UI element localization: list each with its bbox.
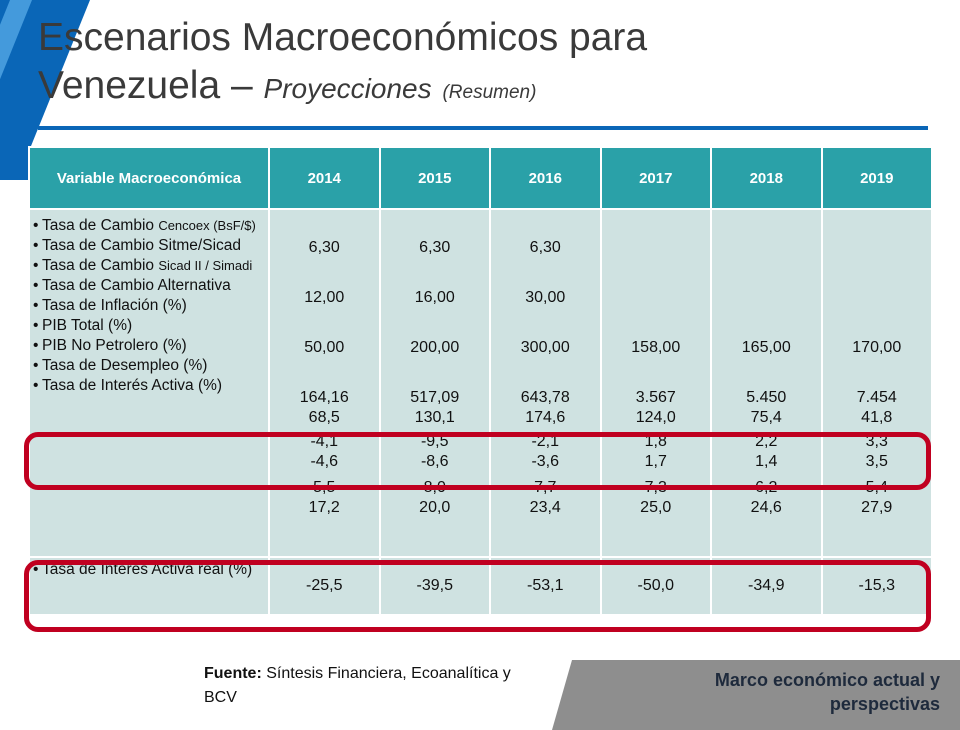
table-cell: 200,00 — [410, 339, 460, 356]
table-cell: 3,3 — [865, 433, 888, 450]
table-cell: 24,6 — [750, 499, 782, 516]
list-item: PIB Total (%) — [33, 316, 264, 336]
variable-list-cell: Tasa de Cambio Cencoex (BsF/$) Tasa de C… — [28, 208, 270, 558]
table-cell: -9,5 — [420, 433, 449, 450]
year-column-2017: 158,00 3.567 124,0 1,8 1,7 7,3 25,0 — [599, 208, 712, 558]
title-rule — [38, 126, 928, 130]
year-column-2014: 6,30 12,00 50,00 164,16 68,5 -4,1 -4,6 5… — [268, 208, 381, 558]
header-variable: Variable Macroeconómica — [28, 146, 270, 210]
header-year: 2018 — [710, 146, 823, 210]
corner-decoration-base — [0, 140, 28, 180]
table-cell: 23,4 — [529, 499, 561, 516]
table-cell: 1,4 — [755, 453, 778, 470]
list-item: Tasa de Inflación (%) — [33, 296, 264, 316]
table-cell: 1,7 — [644, 453, 667, 470]
table-cell: 3.567 — [635, 389, 676, 406]
table-row-real-rate: Tasa de Interés Activa real (%) -25,5 -3… — [28, 556, 933, 616]
table-cell: 6,30 — [308, 239, 340, 256]
table-row-main: Tasa de Cambio Cencoex (BsF/$) Tasa de C… — [28, 208, 933, 558]
source-note: Fuente: Síntesis Financiera, Ecoanalític… — [204, 662, 524, 710]
footer-text: Marco económico actual y perspectivas — [714, 670, 940, 714]
table-cell: 17,2 — [308, 499, 340, 516]
table-cell: 6,30 — [419, 239, 451, 256]
table-cell: 20,0 — [419, 499, 451, 516]
table-cell: 30,00 — [525, 289, 566, 306]
list-item: Tasa de Cambio Cencoex (BsF/$) — [33, 216, 264, 236]
title-line-2-italic: Proyecciones — [263, 73, 432, 104]
year-column-2016: 6,30 30,00 300,00 643,78 174,6 -2,1 -3,6… — [489, 208, 602, 558]
title-line-2-small: (Resumen) — [442, 82, 537, 103]
table-cell: 124,0 — [635, 409, 676, 426]
table-cell: -3,6 — [531, 453, 560, 470]
table-cell: -4,6 — [310, 453, 339, 470]
table-cell: 2,2 — [755, 433, 778, 450]
table-cell: 517,09 — [410, 389, 460, 406]
table-cell: 3,5 — [865, 453, 888, 470]
table-cell: 130,1 — [414, 409, 455, 426]
projections-table: Variable Macroeconómica 2014 2015 2016 2… — [28, 146, 933, 616]
table-cell: 50,00 — [304, 339, 345, 356]
table-cell: 27,9 — [861, 499, 893, 516]
header-year: 2019 — [820, 146, 933, 210]
table-cell: 170,00 — [852, 339, 902, 356]
slide-title: Escenarios Macroeconómicos para Venezuel… — [38, 14, 938, 117]
table-cell: -8,6 — [420, 453, 449, 470]
table-cell: -34,9 — [710, 556, 823, 616]
table-cell: 68,5 — [308, 409, 340, 426]
title-line-2: Venezuela – Proyecciones (Resumen) — [38, 62, 938, 117]
table-cell: 12,00 — [304, 289, 345, 306]
table-cell: 1,8 — [644, 433, 667, 450]
table-cell: 158,00 — [631, 339, 681, 356]
list-item: Tasa de Cambio Alternativa — [33, 276, 264, 296]
header-year: 2015 — [378, 146, 491, 210]
list-item: Tasa de Interés Activa (%) — [33, 376, 264, 396]
source-text: Síntesis Financiera, Ecoanalítica y BCV — [204, 665, 511, 706]
table-cell: -50,0 — [599, 556, 712, 616]
title-line-1: Escenarios Macroeconómicos para — [38, 16, 648, 59]
footer-banner — [552, 660, 960, 730]
list-item: Tasa de Desempleo (%) — [33, 356, 264, 376]
title-line-2-main: Venezuela – — [38, 64, 264, 107]
table-cell: -4,1 — [310, 433, 339, 450]
source-label: Fuente: — [204, 665, 262, 682]
table-cell: 75,4 — [750, 409, 782, 426]
header-year: 2016 — [489, 146, 602, 210]
table-cell: -53,1 — [489, 556, 602, 616]
variable-real-rate-cell: Tasa de Interés Activa real (%) — [28, 556, 270, 616]
table-cell: 174,6 — [525, 409, 566, 426]
table-header-row: Variable Macroeconómica 2014 2015 2016 2… — [28, 146, 933, 210]
list-item: PIB No Petrolero (%) — [33, 336, 264, 356]
real-rate-highlight-box — [24, 560, 931, 632]
table-cell: -39,5 — [378, 556, 491, 616]
table-cell: 643,78 — [520, 389, 570, 406]
table-cell: 25,0 — [640, 499, 672, 516]
table-cell: 7.454 — [856, 389, 897, 406]
table-cell: 6,30 — [529, 239, 561, 256]
list-item: Tasa de Cambio Sicad II / Simadi — [33, 256, 264, 276]
list-item: Tasa de Cambio Sitme/Sicad — [33, 236, 264, 256]
table-cell: -15,3 — [820, 556, 933, 616]
header-year: 2014 — [268, 146, 381, 210]
table-cell: 41,8 — [861, 409, 893, 426]
year-column-2015: 6,30 16,00 200,00 517,09 130,1 -9,5 -8,6… — [378, 208, 491, 558]
table-cell: 165,00 — [741, 339, 791, 356]
table-cell: -2,1 — [531, 433, 560, 450]
variable-list: Tasa de Cambio Cencoex (BsF/$) Tasa de C… — [30, 210, 268, 396]
year-column-2018: 165,00 5.450 75,4 2,2 1,4 6,2 24,6 — [710, 208, 823, 558]
table-cell: 16,00 — [414, 289, 455, 306]
table-cell: 300,00 — [520, 339, 570, 356]
table-cell: 164,16 — [299, 389, 349, 406]
pib-highlight-box — [24, 432, 931, 490]
table-cell: -25,5 — [268, 556, 381, 616]
header-year: 2017 — [599, 146, 712, 210]
year-column-2019: 170,00 7.454 41,8 3,3 3,5 5,4 27,9 — [820, 208, 933, 558]
table-cell: 5.450 — [746, 389, 787, 406]
